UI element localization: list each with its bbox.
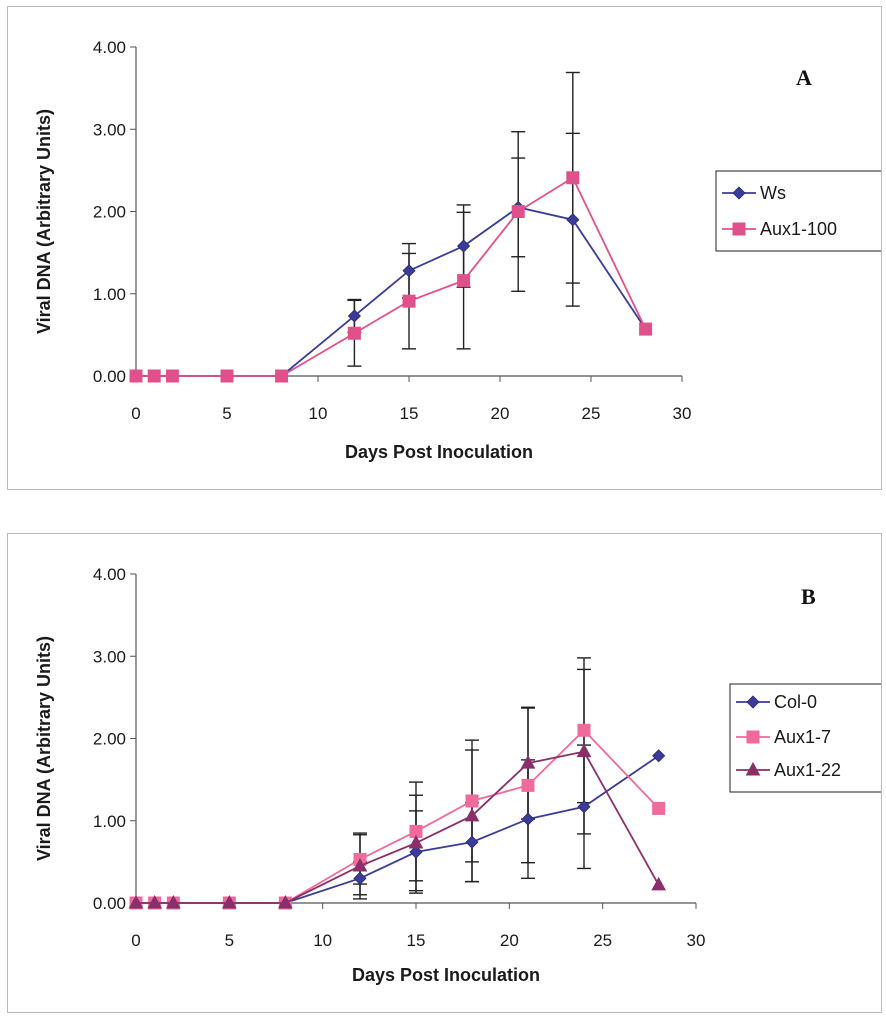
data-point-aux1-22 [165,894,181,909]
x-tick-label-a: 20 [491,404,510,423]
data-point-aux1-7 [577,723,591,737]
chart-panel-a: 0.00 1.00 2.00 3.00 4.00 0 5 10 15 20 25 30 Days Pos… [7,6,886,490]
data-point-col-0 [353,871,367,885]
x-tick-label-a: 25 [582,404,601,423]
panel-label-a: A [796,65,812,90]
data-point-ws [402,264,416,278]
x-tick-label-a: 10 [309,404,328,423]
y-axis-title-a: Viral DNA (Arbitrary Units) [34,109,54,334]
y-tick-label-b: 2.00 [93,730,126,749]
data-point-aux1-100 [347,326,361,340]
data-point-aux1-100 [129,369,143,383]
series-line-ws [136,206,647,377]
data-point-aux1-100 [165,369,179,383]
data-point-ws [566,213,580,227]
data-point-ws [347,309,361,323]
error-bars-aux1-100 [347,71,580,367]
x-tick-label-b: 25 [593,931,612,950]
y-tick-label-a: 1.00 [93,285,126,304]
x-tick-label-a: 0 [131,404,140,423]
legend-box-a [715,170,886,252]
data-point-aux1-100 [566,171,580,185]
data-point-col-0 [521,812,535,826]
x-axis-title-b: Days Post Inoculation [352,965,540,985]
x-tick-label-b: 15 [407,931,426,950]
data-point-col-0 [465,835,479,849]
x-tick-label-b: 20 [500,931,519,950]
legend-label: Aux1-7 [774,727,831,747]
x-tick-label-b: 10 [313,931,332,950]
y-tick-label-b: 4.00 [93,565,126,584]
data-point-aux1-100 [511,205,525,218]
legend-swatch-marker [745,761,761,776]
x-tick-label-b: 0 [131,931,140,950]
legend-b: Col-0 Aux1-7 Aux1-22 [729,683,886,793]
data-point-col-0 [652,749,666,763]
data-point-aux1-22 [520,755,536,769]
legend-label: Col-0 [774,692,817,712]
data-point-aux1-22 [464,807,480,822]
y-tick-label-b: 3.00 [93,647,126,666]
y-tick-label-a: 0.00 [93,367,126,386]
legend-label: Ws [760,183,786,203]
series-line-aux1-100 [136,176,647,377]
x-tick-label-a: 5 [222,404,231,423]
chart-b-svg: 0.00 1.00 2.00 3.00 4.00 0 5 10 15 20 25 30 Days Pos… [34,565,886,985]
data-point-aux1-22 [651,876,667,891]
y-axis-title-b: Viral DNA (Arbitrary Units) [34,636,54,861]
data-point-aux1-22 [352,857,368,872]
data-point-aux1-22 [221,894,237,909]
data-point-aux1-22 [277,894,293,909]
data-point-aux1-100 [220,369,234,383]
data-point-aux1-100 [457,274,471,288]
series-points-aux1-22 [128,743,667,909]
legend-swatch-marker [746,730,760,744]
legend-a: Ws Aux1-100 [715,170,886,252]
data-point-ws [457,239,471,253]
data-point-aux1-7 [652,801,666,815]
data-point-aux1-22 [576,743,592,758]
data-point-col-0 [409,845,423,859]
data-point-aux1-100 [402,294,416,308]
data-point-aux1-22 [147,894,163,909]
data-point-aux1-7 [465,794,479,808]
data-point-aux1-7 [521,778,535,792]
y-tick-label-a: 3.00 [93,120,126,139]
data-point-aux1-100 [147,369,161,383]
data-point-aux1-22 [128,894,144,909]
x-tick-label-a: 30 [673,404,692,423]
legend-label: Aux1-100 [760,219,837,239]
x-tick-label-a: 15 [400,404,419,423]
series-points-aux1-100 [129,171,653,383]
x-tick-label-b: 30 [687,931,706,950]
legend-swatch-marker [746,695,760,709]
series-line-col-0 [136,755,660,904]
data-point-aux1-22 [408,834,424,849]
data-point-aux1-100 [639,322,653,336]
series-line-aux1-22 [136,750,660,904]
y-tick-label-b: 1.00 [93,812,126,831]
legend-swatch-marker [732,222,746,236]
panel-label-b: B [801,584,816,609]
y-tick-label-a: 2.00 [93,203,126,222]
x-axis-title-a: Days Post Inoculation [345,442,533,462]
legend-swatch-marker [732,186,746,200]
data-point-col-0 [577,800,591,814]
y-tick-label-a: 4.00 [93,38,126,57]
chart-a-svg: 0.00 1.00 2.00 3.00 4.00 0 5 10 15 20 25 30 Days Pos… [34,38,886,462]
legend-label: Aux1-22 [774,760,841,780]
y-tick-label-b: 0.00 [93,894,126,913]
data-point-aux1-100 [275,369,289,383]
x-tick-label-b: 5 [225,931,234,950]
chart-panel-b: 0.00 1.00 2.00 3.00 4.00 0 5 10 15 20 25 30 Days Pos… [7,533,886,1013]
